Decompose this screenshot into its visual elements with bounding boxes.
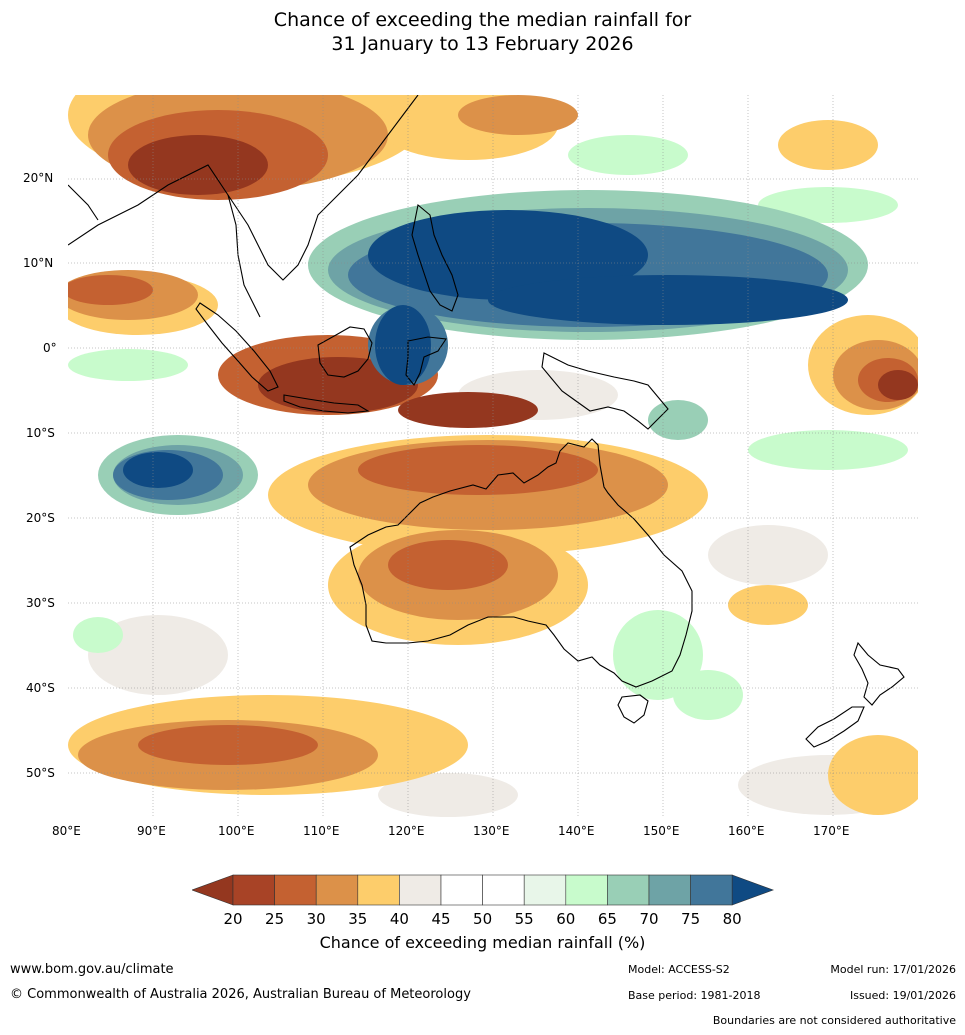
colorbar-tick-label: 35	[348, 910, 367, 928]
colorbar-swatch	[607, 874, 650, 906]
colorbar-over-arrow	[731, 874, 774, 906]
colorbar-tick-label: 25	[265, 910, 284, 928]
tasmania-coast	[617, 694, 649, 724]
india-coast	[68, 184, 99, 221]
wetter-areas-light	[68, 135, 908, 720]
coastlines	[68, 95, 905, 748]
colorbar-tick-label: 70	[639, 910, 658, 928]
lon-tick-80e: 80°E	[52, 824, 81, 838]
colorbar-swatch	[315, 874, 359, 906]
title-line-2: 31 January to 13 February 2026	[331, 33, 634, 55]
model-run-date: Model run: 17/01/2026	[830, 963, 956, 976]
sumatra-coast	[195, 302, 279, 392]
lat-tick-20s: 20°S	[26, 511, 55, 525]
lon-tick-120e: 120°E	[388, 824, 425, 838]
colorbar: 20 25 30 35 40 45 50 55 60 65 70 75 80	[192, 874, 774, 928]
colorbar-swatch	[357, 874, 400, 906]
lon-tick-100e: 100°E	[218, 824, 255, 838]
colorbar-swatch	[523, 874, 567, 906]
lat-tick-10n: 10°N	[23, 256, 54, 270]
philippines-coast	[411, 203, 459, 312]
lon-tick-150e: 150°E	[643, 824, 680, 838]
colorbar-tick-label: 45	[431, 910, 450, 928]
malay-peninsula-coast	[227, 194, 261, 318]
colorbar-tick-label: 75	[681, 910, 700, 928]
lat-tick-10s: 10°S	[26, 426, 55, 440]
issued-date: Issued: 19/01/2026	[849, 989, 956, 1002]
wetter-areas-extreme	[123, 210, 848, 488]
colorbar-swatch	[274, 874, 317, 906]
colorbar-swatch	[482, 874, 525, 906]
lat-tick-40s: 40°S	[26, 681, 55, 695]
colorbar-tick-label: 80	[723, 910, 742, 928]
lat-tick-20n: 20°N	[23, 171, 54, 185]
colorbar-title: Chance of exceeding median rainfall (%)	[319, 933, 646, 952]
website-link[interactable]: www.bom.gov.au/climate	[10, 962, 174, 977]
colorbar-swatch	[440, 874, 483, 906]
chart-title: Chance of exceeding the median rainfall …	[0, 8, 965, 56]
australia-coast	[349, 438, 693, 688]
lat-tick-0: 0°	[43, 341, 57, 355]
colorbar-swatch	[690, 874, 733, 906]
copyright-text: © Commonwealth of Australia 2026, Austra…	[10, 987, 471, 1002]
colorbar-tick-label: 60	[556, 910, 575, 928]
asia-coast	[68, 95, 419, 281]
lat-tick-50s: 50°S	[26, 766, 55, 780]
colorbar-tick-label: 40	[390, 910, 409, 928]
borneo-coast	[317, 326, 373, 378]
base-period: Base period: 1981-2018	[628, 989, 761, 1002]
model-name: Model: ACCESS-S2	[628, 963, 730, 976]
lon-tick-130e: 130°E	[473, 824, 510, 838]
boundaries-disclaimer: Boundaries are not considered authoritat…	[712, 1014, 956, 1027]
lat-tick-30s: 30°S	[26, 596, 55, 610]
new-zealand-south-coast	[805, 706, 865, 748]
colorbar-tick-label: 65	[598, 910, 617, 928]
rainfall-probability-map	[68, 95, 918, 817]
title-line-1: Chance of exceeding the median rainfall …	[273, 9, 692, 31]
colorbar-swatch	[565, 874, 608, 906]
colorbar-tick-label: 30	[307, 910, 326, 928]
graticule	[68, 95, 918, 817]
colorbar-tick-label: 55	[515, 910, 534, 928]
colorbar-tick-label: 20	[223, 910, 242, 928]
java-coast	[283, 394, 370, 414]
colorbar-swatch	[399, 874, 442, 906]
colorbar-under-arrow	[192, 874, 234, 906]
colorbar-swatch	[648, 874, 691, 906]
lon-tick-170e: 170°E	[813, 824, 850, 838]
colorbar-tick-label: 50	[473, 910, 492, 928]
new-guinea-coast	[541, 352, 669, 430]
new-zealand-north-coast	[853, 641, 905, 706]
lon-tick-140e: 140°E	[558, 824, 595, 838]
lon-tick-160e: 160°E	[728, 824, 765, 838]
lon-tick-110e: 110°E	[303, 824, 340, 838]
sulawesi-coast	[405, 336, 447, 387]
colorbar-swatch	[232, 874, 275, 906]
lon-tick-90e: 90°E	[137, 824, 166, 838]
